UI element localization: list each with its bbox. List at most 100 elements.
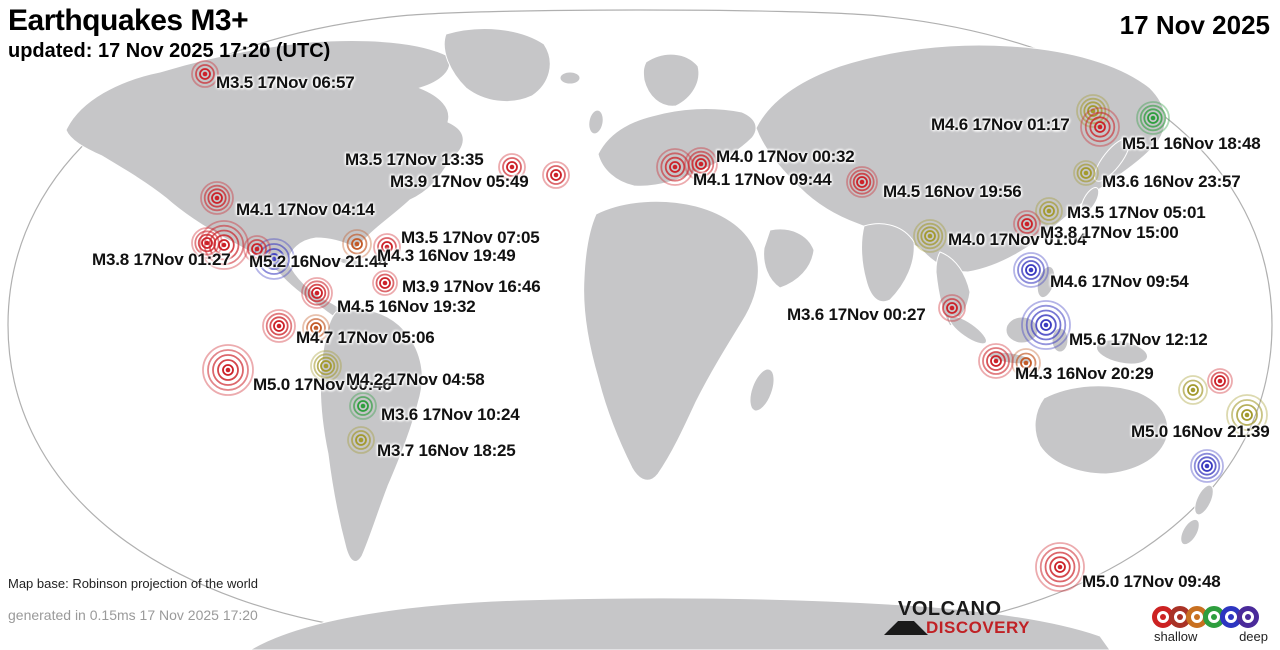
quake-marker[interactable] (936, 292, 968, 324)
updated-timestamp: updated: 17 Nov 2025 17:20 (UTC) (8, 40, 331, 62)
quake-label[interactable]: M3.8 17Nov 01:27 (92, 250, 231, 269)
quake-marker[interactable] (347, 390, 379, 422)
quake-marker[interactable] (1011, 208, 1043, 240)
quake-label[interactable]: M4.2 17Nov 04:58 (346, 370, 485, 389)
quake-marker[interactable] (1009, 346, 1043, 380)
quake-marker[interactable] (1078, 105, 1122, 149)
quake-marker[interactable] (340, 227, 374, 261)
quake-label[interactable]: M4.5 16Nov 19:32 (337, 297, 476, 316)
volcano-discovery-logo[interactable]: VOLCANO DISCOVERY (884, 598, 1034, 640)
quake-label[interactable]: M3.6 17Nov 00:27 (787, 305, 926, 324)
quake-label[interactable]: M4.7 17Nov 05:06 (296, 328, 435, 347)
map-date: 17 Nov 2025 (1119, 10, 1270, 40)
quake-label[interactable]: M5.2 16Nov 21:44 (249, 252, 388, 271)
quake-marker[interactable] (844, 164, 880, 200)
landmass-africa (583, 200, 759, 481)
landmass-japan (1093, 138, 1131, 182)
quake-label[interactable]: M4.1 17Nov 04:14 (236, 200, 375, 219)
quake-label[interactable]: M3.5 17Nov 05:01 (1067, 203, 1206, 222)
quake-marker[interactable] (1033, 195, 1065, 227)
depth-legend-labels: shallow deep (1152, 629, 1272, 644)
quake-marker[interactable] (1074, 92, 1112, 130)
landmass-caribbean (337, 257, 363, 267)
quake-marker[interactable] (654, 146, 696, 188)
quake-label[interactable]: M4.6 17Nov 09:54 (1050, 272, 1189, 291)
depth-legend: shallow deep (1152, 606, 1272, 644)
generated-note: generated in 0.15ms 17 Nov 2025 17:20 (8, 607, 258, 623)
quake-label[interactable]: M3.5 17Nov 07:05 (401, 228, 540, 247)
quake-label[interactable]: M3.8 17Nov 15:00 (1040, 223, 1179, 242)
legend-shallow-label: shallow (1154, 629, 1198, 644)
quake-marker[interactable] (976, 341, 1016, 381)
quake-marker[interactable] (200, 342, 256, 398)
quake-label[interactable]: M5.6 17Nov 12:12 (1069, 330, 1208, 349)
title-block: Earthquakes M3+ updated: 17 Nov 2025 17:… (8, 4, 330, 63)
quake-marker[interactable] (911, 217, 949, 255)
quake-marker[interactable] (1176, 373, 1210, 407)
quake-label[interactable]: M4.0 17Nov 00:32 (716, 147, 855, 166)
quake-label[interactable]: M3.5 17Nov 06:57 (216, 73, 355, 92)
landmass-australia (1034, 385, 1169, 475)
quake-label[interactable]: M4.6 17Nov 01:17 (931, 115, 1070, 134)
quake-marker[interactable] (260, 307, 298, 345)
quake-marker[interactable] (370, 268, 400, 298)
landmass-iceland (559, 71, 581, 85)
quake-label[interactable]: M3.7 16Nov 18:25 (377, 441, 516, 460)
quake-label[interactable]: M3.9 17Nov 05:49 (390, 172, 529, 191)
depth-legend-circles (1152, 606, 1272, 628)
quake-marker[interactable] (299, 275, 335, 311)
quake-marker[interactable] (1188, 447, 1226, 485)
quake-marker[interactable] (198, 179, 236, 217)
quake-label[interactable]: M3.5 17Nov 13:35 (345, 150, 484, 169)
continents (65, 28, 1214, 650)
legend-deep-label: deep (1239, 629, 1268, 644)
quake-marker[interactable] (1071, 158, 1101, 188)
landmass-uk (588, 109, 604, 135)
landmass-japan-south (1080, 187, 1100, 213)
quake-marker[interactable] (371, 231, 403, 263)
quake-marker[interactable] (189, 225, 225, 261)
volcano-icon (884, 621, 928, 635)
quake-label[interactable]: M3.9 17Nov 16:46 (402, 277, 541, 296)
depth-legend-circle (1237, 606, 1259, 628)
quake-marker[interactable] (1019, 298, 1073, 352)
logo-text-volcano: VOLCANO (898, 598, 1002, 620)
quake-marker[interactable] (251, 236, 297, 282)
quake-marker[interactable] (1033, 540, 1087, 594)
quake-label[interactable]: M4.5 16Nov 19:56 (883, 182, 1022, 201)
quake-label[interactable]: M4.0 17Nov 01:04 (948, 230, 1087, 249)
quake-label[interactable]: M3.6 16Nov 23:57 (1102, 172, 1241, 191)
landmass-india (861, 223, 915, 303)
quake-label[interactable]: M5.0 16Nov 21:39 (1131, 422, 1270, 441)
landmass-south-america (320, 308, 423, 563)
quake-label[interactable]: M5.0 17Nov 09:48 (1082, 572, 1221, 591)
quake-label[interactable]: M3.6 17Nov 10:24 (381, 405, 520, 424)
quake-label[interactable]: M4.3 16Nov 19:49 (377, 246, 516, 265)
quake-marker[interactable] (241, 233, 273, 265)
quake-marker[interactable] (682, 145, 720, 183)
landmass-north-america (65, 40, 464, 327)
quake-marker[interactable] (345, 424, 377, 456)
quake-marker[interactable] (189, 58, 221, 90)
quake-marker[interactable] (197, 218, 251, 272)
quake-label[interactable]: M4.3 16Nov 20:29 (1015, 364, 1154, 383)
quake-marker[interactable] (540, 159, 572, 191)
quake-marker[interactable] (1224, 392, 1270, 438)
quake-label[interactable]: M5.0 17Nov 00:46 (253, 375, 392, 394)
landmass-nz-north (1194, 484, 1214, 516)
quake-marker[interactable] (1205, 366, 1235, 396)
quake-marker[interactable] (300, 312, 332, 344)
quake-marker[interactable] (1134, 99, 1172, 137)
landmass-antarctica (249, 597, 1111, 650)
quake-label[interactable]: M5.1 16Nov 18:48 (1122, 134, 1261, 153)
landmass-madagascar (749, 368, 775, 412)
page-title: Earthquakes M3+ (8, 4, 249, 37)
landmass-new-guinea (1095, 339, 1149, 365)
quake-marker[interactable] (308, 348, 344, 384)
landmass-nz-south (1180, 518, 1200, 546)
quake-marker[interactable] (1011, 250, 1051, 290)
quake-label[interactable]: M4.1 17Nov 09:44 (693, 170, 832, 189)
quake-marker[interactable] (496, 151, 528, 183)
